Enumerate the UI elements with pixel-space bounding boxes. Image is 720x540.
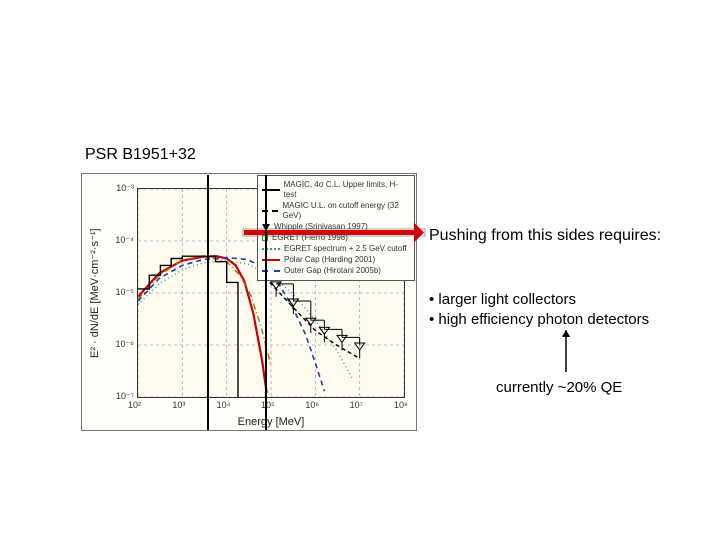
legend-swatch: [262, 210, 278, 212]
xtick: 10⁷: [350, 400, 363, 410]
xtick: 10⁶: [305, 400, 319, 410]
x-axis-label: Energy [MeV]: [137, 416, 405, 428]
ytick: 10⁻⁵: [104, 287, 134, 298]
page-title: PSR B1951+32: [85, 146, 196, 164]
legend-swatch: [262, 235, 268, 241]
legend-label: Polar Cap (Harding 2001): [284, 255, 375, 265]
legend-label: EGRET spectrum + 2.5 GeV cutoff: [284, 244, 407, 254]
ytick: 10⁻⁴: [104, 235, 134, 246]
legend-item: EGRET spectrum + 2.5 GeV cutoff: [262, 244, 408, 254]
chart-container: E² · dN/dE [MeV·cm⁻²·s⁻¹] 10²10³10⁴10⁵10…: [81, 173, 417, 431]
push-heading: Pushing from this sides requires:: [429, 225, 661, 247]
legend-label: MAGIC, 4σ C.L. Upper limits, H-test: [284, 180, 408, 200]
legend-item: MAGIC, 4σ C.L. Upper limits, H-test: [262, 180, 408, 200]
xtick: 10⁴: [217, 400, 231, 410]
legend-swatch: [262, 189, 280, 191]
legend-item: Polar Cap (Harding 2001): [262, 255, 408, 265]
legend-swatch: [262, 248, 280, 250]
legend-swatch: [262, 270, 280, 272]
legend-item: EGRET (Fierro 1998): [262, 233, 408, 243]
bullet-collectors: • larger light collectors: [429, 290, 649, 310]
legend-label: MAGIC U.L. on cutoff energy (32 GeV): [282, 201, 408, 221]
xtick: 10³: [172, 400, 185, 410]
ytick: 10⁻³: [104, 183, 134, 194]
xtick: 10⁸: [394, 400, 408, 410]
legend: MAGIC, 4σ C.L. Upper limits, H-testMAGIC…: [257, 175, 415, 281]
qe-note: currently ~20% QE: [496, 379, 622, 396]
legend-label: EGRET (Fierro 1998): [272, 233, 348, 243]
bullet-detectors: • high efficiency photon detectors: [429, 310, 649, 330]
xtick: 10⁵: [261, 400, 275, 410]
legend-label: Whipple (Srinivasan 1997): [274, 222, 368, 232]
ytick: 10⁻⁶: [104, 339, 134, 350]
legend-swatch: [262, 224, 270, 231]
legend-item: Whipple (Srinivasan 1997): [262, 222, 408, 232]
ytick: 10⁻⁷: [104, 391, 134, 402]
legend-item: MAGIC U.L. on cutoff energy (32 GeV): [262, 201, 408, 221]
requirements-list: • larger light collectors • high efficie…: [429, 290, 649, 331]
legend-item: Outer Gap (Hirotani 2005b): [262, 266, 408, 276]
legend-swatch: [262, 259, 280, 261]
y-axis-label: E² · dN/dE [MeV·cm⁻²·s⁻¹]: [88, 188, 101, 398]
legend-label: Outer Gap (Hirotani 2005b): [284, 266, 381, 276]
